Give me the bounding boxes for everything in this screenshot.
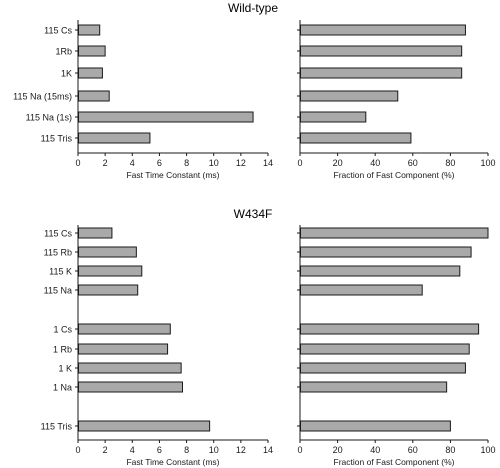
bar xyxy=(78,381,183,393)
x-tick-label: 2 xyxy=(103,158,108,168)
x-tick-label: 4 xyxy=(130,158,135,168)
category-label: 1 Na xyxy=(53,383,72,393)
bar xyxy=(300,90,399,102)
bar xyxy=(300,362,466,374)
bar xyxy=(300,420,451,432)
x-tick-label: 0 xyxy=(297,445,302,455)
x-tick-label: 14 xyxy=(263,158,273,168)
x-tick-label: 100 xyxy=(480,445,495,455)
bar xyxy=(300,227,489,239)
category-label: 115 Cs xyxy=(44,26,72,36)
bar xyxy=(300,284,423,296)
x-tick-label: 8 xyxy=(184,445,189,455)
bar xyxy=(300,246,472,258)
x-axis-label: Fraction of Fast Component (%) xyxy=(334,170,455,180)
x-tick-label: 6 xyxy=(157,445,162,455)
wild-type-fraction-panel: 0 20 40 60 80 100 Fraction of Fast Component (… xyxy=(297,20,496,180)
category-label: 1 Cs xyxy=(53,325,72,335)
category-label: 115 Cs xyxy=(44,229,72,239)
bar xyxy=(78,265,143,277)
bar xyxy=(78,323,171,335)
bar xyxy=(78,111,254,123)
bar xyxy=(78,246,137,258)
x-tick-label: 10 xyxy=(209,158,219,168)
bar xyxy=(78,227,113,239)
x-tick-label: 10 xyxy=(209,445,219,455)
x-tick-label: 20 xyxy=(333,445,343,455)
category-label: 115 Na (15ms) xyxy=(13,92,72,102)
bar xyxy=(78,45,106,57)
x-tick-label: 14 xyxy=(263,445,273,455)
category-label: 115 Tris xyxy=(41,422,73,432)
bar xyxy=(300,67,463,79)
x-tick-label: 40 xyxy=(370,445,380,455)
category-label: 1Rb xyxy=(55,47,72,57)
bar xyxy=(78,67,103,79)
bar xyxy=(78,362,182,374)
x-tick-label: 60 xyxy=(408,158,418,168)
x-tick-label: 0 xyxy=(75,445,80,455)
category-label: 115 Na (1s) xyxy=(26,113,72,123)
x-tick-label: 6 xyxy=(157,158,162,168)
bar xyxy=(300,24,466,36)
x-tick-label: 60 xyxy=(408,445,418,455)
x-tick-label: 100 xyxy=(480,158,495,168)
x-tick-label: 80 xyxy=(445,445,455,455)
category-label: 115 Na xyxy=(44,286,72,296)
category-label: 115 K xyxy=(49,267,72,277)
category-label: 1 K xyxy=(58,364,72,374)
x-tick-label: 80 xyxy=(445,158,455,168)
bar xyxy=(78,420,211,432)
wild-type-time-constant-panel: 0 2 4 6 8 10 12 14 Fast Time Constant (ms) 115 Cs… xyxy=(13,20,273,180)
x-tick-label: 12 xyxy=(236,158,246,168)
category-label: 115 Rb xyxy=(44,248,72,258)
x-axis-label: Fast Time Constant (ms) xyxy=(126,170,219,180)
bar xyxy=(78,24,101,36)
x-axis-label: Fast Time Constant (ms) xyxy=(126,457,219,467)
x-tick-label: 4 xyxy=(130,445,135,455)
bar xyxy=(300,111,367,123)
bar xyxy=(78,90,110,102)
bar xyxy=(300,323,480,335)
bar xyxy=(300,45,463,57)
bar xyxy=(78,132,151,144)
bar xyxy=(300,343,470,355)
w434f-fraction-panel: 0 20 40 60 80 100 Fraction of Fast Component (… xyxy=(297,225,496,467)
wild-type-title: Wild-type xyxy=(228,1,278,15)
bar xyxy=(78,343,169,355)
bar xyxy=(300,381,448,393)
category-label: 1 Rb xyxy=(53,345,72,355)
x-tick-label: 8 xyxy=(184,158,189,168)
x-tick-label: 0 xyxy=(297,158,302,168)
bar xyxy=(78,284,139,296)
x-tick-label: 12 xyxy=(236,445,246,455)
category-label: 115 Tris xyxy=(41,134,73,144)
bar xyxy=(300,132,412,144)
w434f-time-constant-panel: 0 2 4 6 8 10 12 14 Fast Time Constant (ms) 115 Cs… xyxy=(41,225,273,467)
x-axis-label: Fraction of Fast Component (%) xyxy=(334,457,455,467)
x-tick-label: 0 xyxy=(75,158,80,168)
x-tick-label: 40 xyxy=(370,158,380,168)
w434f-title: W434F xyxy=(234,207,273,221)
category-label: 1K xyxy=(61,69,72,79)
bar xyxy=(300,265,461,277)
x-tick-label: 20 xyxy=(333,158,343,168)
x-tick-label: 2 xyxy=(103,445,108,455)
